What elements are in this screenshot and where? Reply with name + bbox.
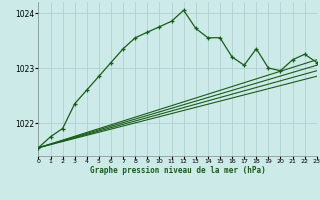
X-axis label: Graphe pression niveau de la mer (hPa): Graphe pression niveau de la mer (hPa)	[90, 166, 266, 175]
